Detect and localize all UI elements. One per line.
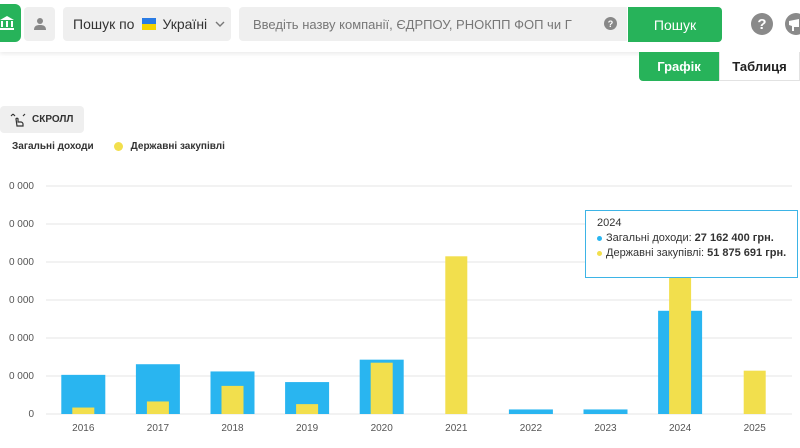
user-icon <box>33 18 46 30</box>
language-flag-icon[interactable] <box>785 13 800 35</box>
x-tick-label: 2020 <box>371 423 394 434</box>
tooltip-income-bullet <box>597 235 602 241</box>
country-select[interactable]: Пошук по Україні <box>63 7 231 41</box>
x-tick-label: 2018 <box>221 423 244 434</box>
bar-procurement <box>146 401 169 414</box>
chevron-down-icon <box>215 21 225 27</box>
scroll-button[interactable]: СКРОЛЛ <box>0 106 84 133</box>
search-button[interactable]: Пошук <box>628 7 722 42</box>
x-tick-label: 2016 <box>72 423 95 434</box>
legend-procurement-label: Державні закупівлі <box>130 141 225 152</box>
chart-tooltip: 2024 Загальні доходи: 27 162 400 грн. Де… <box>585 210 798 278</box>
bar-income <box>583 409 628 414</box>
y-tick-label: 0 000 <box>9 219 34 230</box>
y-tick-label: 0 000 <box>9 371 34 382</box>
x-tick-label: 2022 <box>520 423 543 434</box>
tooltip-row-income: Загальні доходи: 27 162 400 грн. <box>597 232 797 244</box>
search-help-icon[interactable]: ? <box>604 17 617 30</box>
bar-procurement <box>743 370 766 414</box>
legend-item-procurement[interactable]: Державні закупівлі <box>113 141 225 152</box>
tooltip-procurement-value: 51 875 691 грн. <box>707 247 787 259</box>
scroll-button-label: СКРОЛЛ <box>32 114 74 125</box>
chart-legend: Загальні доходи Державні закупівлі <box>12 141 245 152</box>
tooltip-income-label: Загальні доходи: <box>606 232 692 244</box>
bar-procurement <box>296 404 319 414</box>
bar-procurement <box>445 256 468 414</box>
country-value: Україні <box>162 16 208 32</box>
x-tick-label: 2019 <box>296 423 319 434</box>
ukraine-flag-icon <box>142 18 157 30</box>
y-tick-label: 0 000 <box>9 181 34 192</box>
y-tick-label: 0 000 <box>9 257 34 268</box>
bar-procurement <box>370 362 393 414</box>
tab-table[interactable]: Таблиця <box>719 52 800 81</box>
tab-graph[interactable]: Графік <box>639 52 719 81</box>
help-icon[interactable]: ? <box>751 13 773 35</box>
home-logo-button[interactable] <box>0 4 21 42</box>
tooltip-title: 2024 <box>597 217 622 229</box>
x-tick-label: 2024 <box>669 423 692 434</box>
tooltip-procurement-bullet <box>597 250 602 256</box>
y-tick-label: 0 <box>28 409 34 420</box>
user-account-button[interactable] <box>24 7 55 41</box>
legend-item-income[interactable]: Загальні доходи <box>12 141 94 152</box>
search-input[interactable] <box>239 7 599 41</box>
legend-procurement-dot <box>113 142 123 151</box>
bar-procurement <box>221 385 244 414</box>
search-scope-label: Пошук по <box>73 16 135 32</box>
hand-pointer-icon <box>10 113 26 127</box>
top-bar: Пошук по Україні ? Пошук ? <box>0 0 800 52</box>
x-tick-label: 2025 <box>744 423 767 434</box>
x-tick-label: 2017 <box>147 423 170 434</box>
y-tick-label: 0 000 <box>9 295 34 306</box>
bar-income <box>61 374 106 414</box>
income-procurement-chart: 0 0 000 0 000 0 000 0 000 0 000 0 000 2016 2017 2… <box>9 181 792 434</box>
x-tick-label: 2021 <box>445 423 468 434</box>
bar-procurement <box>72 407 95 414</box>
search-box: ? <box>239 7 627 41</box>
y-tick-label: 0 000 <box>9 333 34 344</box>
bar-income <box>508 409 553 414</box>
institution-icon <box>0 16 14 30</box>
tooltip-income-value: 27 162 400 грн. <box>694 232 774 244</box>
tooltip-procurement-label: Державні закупівлі: <box>606 247 705 259</box>
x-tick-label: 2023 <box>594 423 617 434</box>
legend-income-label: Загальні доходи <box>12 141 94 152</box>
tooltip-row-procurement: Державні закупівлі: 51 875 691 грн. <box>597 247 797 259</box>
